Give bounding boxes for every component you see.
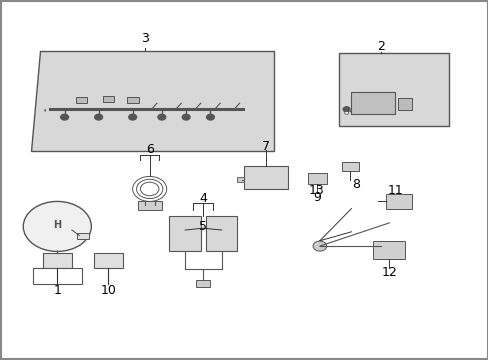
Text: 7: 7 [262, 140, 270, 153]
Text: 3: 3 [141, 32, 148, 45]
Bar [397, 98, 411, 111]
Circle shape [344, 111, 348, 114]
Bar [33, 267, 81, 284]
Text: 10: 10 [100, 284, 116, 297]
Text: 1: 1 [53, 284, 61, 297]
Text: 8: 8 [352, 178, 360, 191]
Bar [339, 53, 448, 126]
Circle shape [343, 107, 349, 112]
Polygon shape [30, 51, 273, 152]
Bar [77, 233, 89, 239]
Text: 9: 9 [313, 191, 321, 204]
Bar [385, 194, 411, 208]
Text: 13: 13 [308, 184, 324, 197]
Circle shape [158, 114, 165, 120]
Text: 2: 2 [376, 40, 384, 53]
Bar [205, 216, 237, 251]
Bar [196, 280, 210, 287]
Bar [76, 97, 87, 103]
Text: 6: 6 [145, 143, 153, 156]
Circle shape [61, 114, 68, 120]
Text: 11: 11 [386, 184, 402, 197]
Bar [126, 97, 138, 103]
Text: 12: 12 [381, 266, 396, 279]
Text: 5: 5 [199, 220, 207, 233]
Text: 4: 4 [199, 192, 207, 205]
Text: H: H [53, 220, 61, 230]
Bar [94, 253, 122, 267]
Circle shape [312, 241, 326, 251]
Bar [351, 93, 394, 114]
Circle shape [206, 114, 214, 120]
Bar [137, 202, 162, 210]
Bar [42, 253, 72, 267]
Bar [244, 166, 287, 189]
Bar [341, 162, 358, 171]
Circle shape [95, 114, 102, 120]
Circle shape [23, 202, 91, 251]
Bar [237, 177, 244, 182]
Bar [169, 216, 201, 251]
Bar [102, 96, 114, 102]
Bar [372, 241, 404, 258]
Bar [307, 173, 326, 184]
Circle shape [182, 114, 190, 120]
Circle shape [128, 114, 136, 120]
